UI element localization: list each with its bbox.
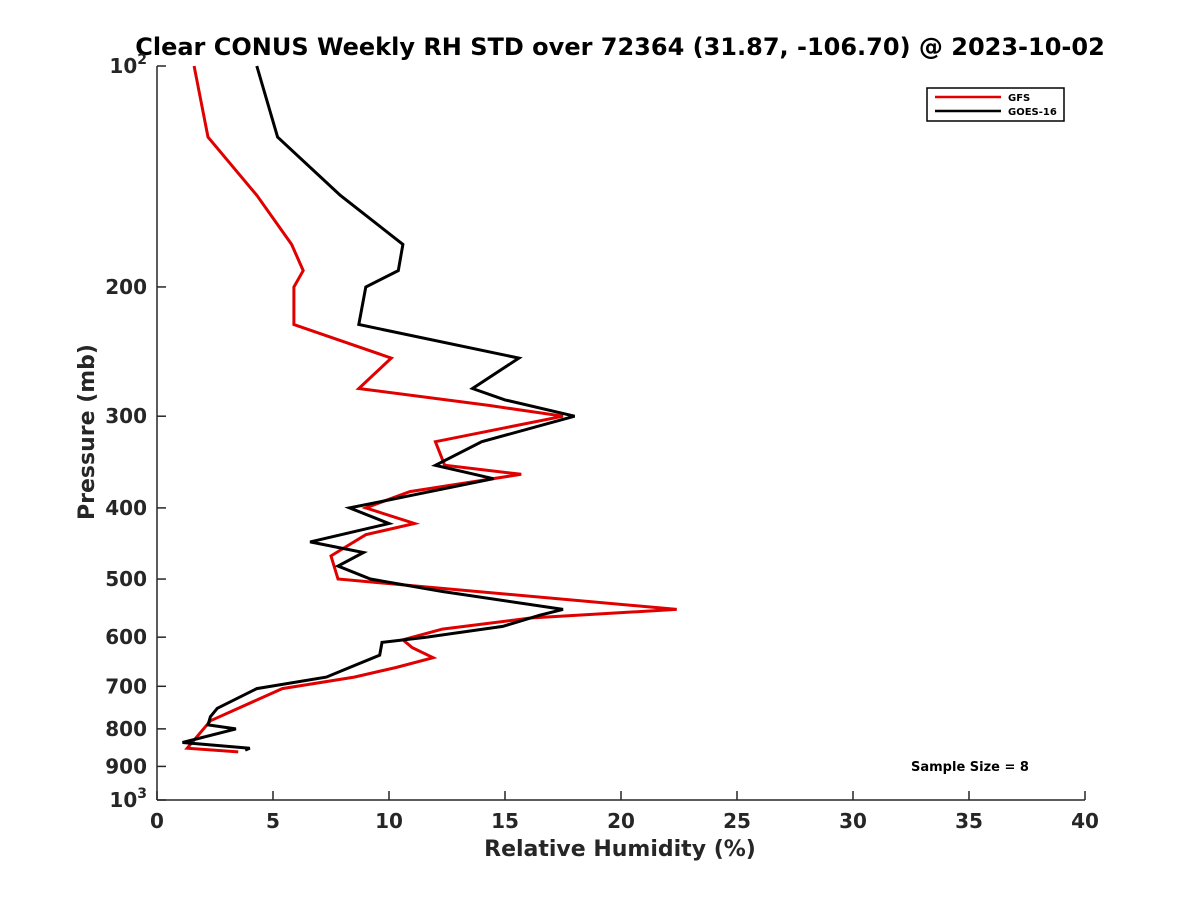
y-tick-label: 200 bbox=[105, 275, 147, 299]
legend-box bbox=[926, 87, 1065, 122]
x-axis-label: Relative Humidity (%) bbox=[484, 837, 756, 862]
y-axis-label: Pressure (mb) bbox=[75, 344, 100, 520]
x-tick-label: 0 bbox=[150, 809, 164, 833]
sample-size-annotation: Sample Size = 8 bbox=[911, 760, 1029, 775]
y-tick-label: 700 bbox=[105, 674, 147, 698]
series-line-goes16 bbox=[182, 65, 575, 752]
series-line-gfs bbox=[184, 65, 677, 754]
x-tick-label: 20 bbox=[607, 809, 635, 833]
y-tick-label: 600 bbox=[105, 625, 147, 649]
series-layer bbox=[182, 65, 677, 754]
x-axis-ticks: 0 5 10 15 20 25 30 35 40 bbox=[150, 791, 1099, 833]
x-tick-label: 5 bbox=[266, 809, 280, 833]
chart-title: Clear CONUS Weekly RH STD over 72364 (31… bbox=[135, 33, 1105, 61]
x-tick-label: 15 bbox=[491, 809, 519, 833]
legend-label-gfs: GFS bbox=[1008, 93, 1030, 104]
y-tick-label: 103 bbox=[109, 786, 147, 812]
axes-background bbox=[157, 66, 1085, 800]
legend: GFS GOES-16 bbox=[926, 87, 1065, 122]
y-tick-label: 300 bbox=[105, 404, 147, 428]
y-tick-label: 800 bbox=[105, 717, 147, 741]
y-tick-label: 102 bbox=[109, 52, 147, 78]
x-tick-label: 30 bbox=[839, 809, 867, 833]
plot-area: 0 5 10 15 20 25 30 35 40 102 200 300 400 500 600 700 80… bbox=[105, 52, 1099, 833]
x-tick-label: 10 bbox=[375, 809, 403, 833]
y-tick-label: 500 bbox=[105, 567, 147, 591]
y-tick-label: 900 bbox=[105, 754, 147, 778]
x-tick-label: 25 bbox=[723, 809, 751, 833]
x-tick-label: 40 bbox=[1071, 809, 1099, 833]
y-tick-label: 400 bbox=[105, 496, 147, 520]
y-axis-ticks: 102 200 300 400 500 600 700 800 900 103 bbox=[105, 52, 166, 812]
legend-label-goes16: GOES-16 bbox=[1008, 107, 1057, 118]
x-tick-label: 35 bbox=[955, 809, 983, 833]
